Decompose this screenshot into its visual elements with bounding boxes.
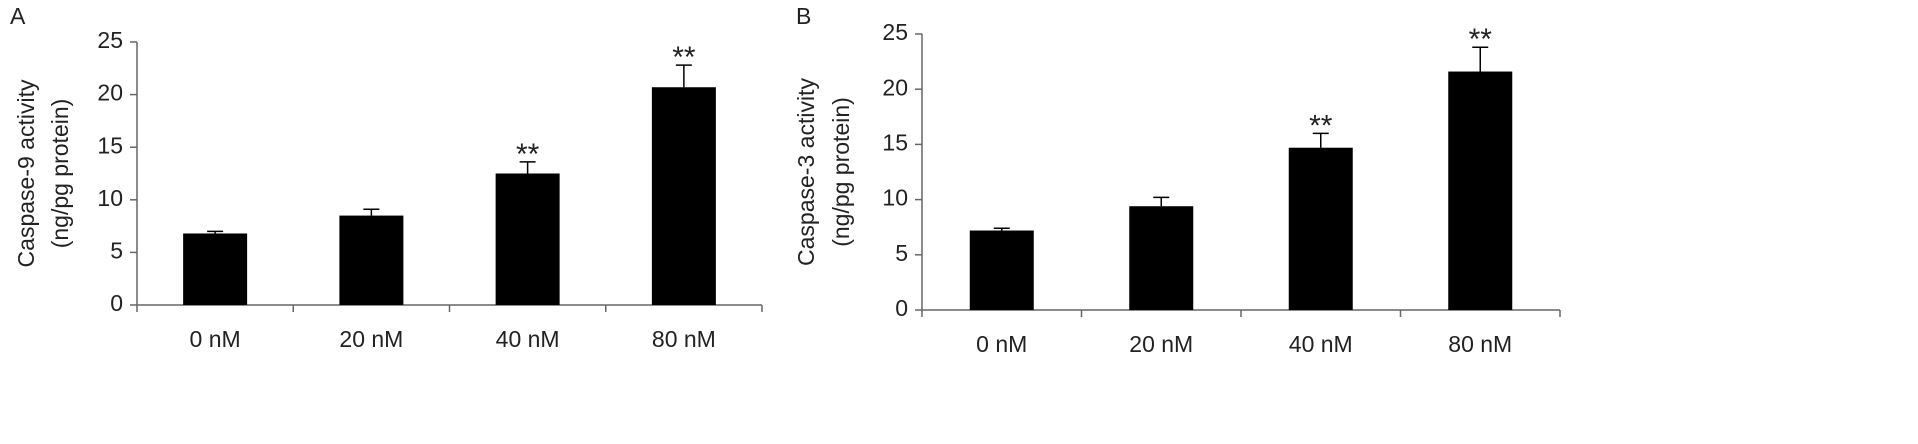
panel-label: B bbox=[796, 3, 811, 29]
x-tick-label: 0 nM bbox=[976, 331, 1027, 357]
x-tick-label: 80 nM bbox=[652, 326, 716, 352]
y-axis-label: Caspase-9 activity bbox=[13, 79, 39, 267]
significance-label: ** bbox=[1469, 23, 1493, 56]
y-axis-label: (ng/pg protein) bbox=[828, 97, 854, 247]
y-tick-label: 0 bbox=[110, 290, 123, 316]
y-axis-label: Caspase-3 activity bbox=[793, 78, 819, 266]
bar bbox=[495, 173, 560, 305]
error-bar bbox=[675, 64, 692, 88]
significance-label: ** bbox=[516, 138, 540, 171]
error-bar bbox=[1153, 196, 1170, 207]
error-bar bbox=[519, 161, 536, 174]
y-tick-label: 20 bbox=[882, 74, 908, 100]
y-tick-label: 5 bbox=[895, 240, 908, 266]
y-tick-label: 5 bbox=[110, 237, 123, 263]
y-tick-label: 10 bbox=[882, 185, 908, 211]
y-tick-label: 15 bbox=[97, 132, 123, 158]
x-tick-label: 0 nM bbox=[190, 326, 241, 352]
error-bar bbox=[363, 208, 380, 216]
panel-label: A bbox=[10, 3, 26, 29]
bar bbox=[1129, 206, 1194, 310]
error-bar bbox=[1472, 46, 1489, 72]
bar bbox=[969, 230, 1034, 310]
error-bar bbox=[1312, 132, 1329, 148]
error-bar bbox=[207, 230, 224, 234]
y-tick-label: 20 bbox=[97, 80, 123, 106]
significance-label: ** bbox=[1309, 109, 1333, 142]
x-tick-label: 80 nM bbox=[1448, 331, 1512, 357]
x-tick-label: 40 nM bbox=[1289, 331, 1353, 357]
y-tick-label: 0 bbox=[895, 295, 908, 321]
x-tick-label: 40 nM bbox=[496, 326, 560, 352]
bar bbox=[1448, 71, 1513, 310]
bar bbox=[183, 233, 248, 305]
y-tick-label: 25 bbox=[97, 27, 123, 53]
x-tick-label: 20 nM bbox=[339, 326, 403, 352]
y-tick-label: 25 bbox=[882, 19, 908, 45]
error-bar bbox=[993, 227, 1010, 231]
y-tick-label: 15 bbox=[882, 129, 908, 155]
bar bbox=[1288, 147, 1353, 310]
bar bbox=[651, 87, 716, 306]
x-tick-label: 20 nM bbox=[1129, 331, 1193, 357]
bar bbox=[339, 215, 404, 305]
significance-label: ** bbox=[672, 41, 696, 74]
y-tick-label: 10 bbox=[97, 185, 123, 211]
y-axis-label: (ng/pg protein) bbox=[47, 99, 73, 249]
